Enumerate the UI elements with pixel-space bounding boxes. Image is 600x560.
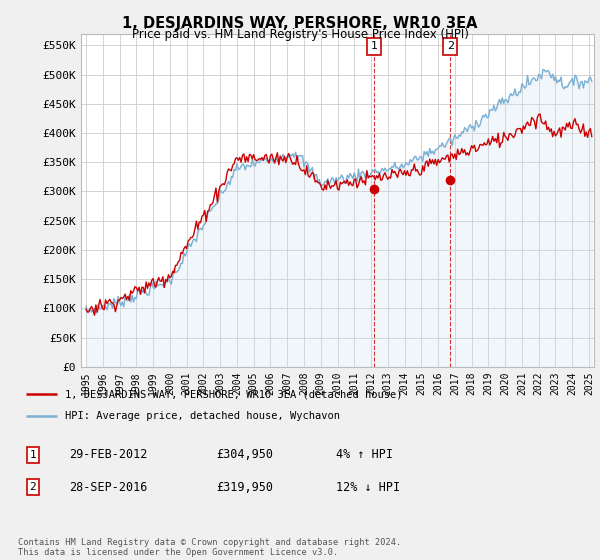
- Text: 29-FEB-2012: 29-FEB-2012: [69, 448, 148, 461]
- Text: HPI: Average price, detached house, Wychavon: HPI: Average price, detached house, Wych…: [65, 411, 340, 421]
- Text: 1, DESJARDINS WAY, PERSHORE, WR10 3EA (detached house): 1, DESJARDINS WAY, PERSHORE, WR10 3EA (d…: [65, 389, 403, 399]
- Text: 1: 1: [29, 450, 37, 460]
- Text: 1: 1: [370, 41, 377, 52]
- Text: Contains HM Land Registry data © Crown copyright and database right 2024.
This d: Contains HM Land Registry data © Crown c…: [18, 538, 401, 557]
- Text: £319,950: £319,950: [216, 480, 273, 494]
- Text: 28-SEP-2016: 28-SEP-2016: [69, 480, 148, 494]
- Text: 12% ↓ HPI: 12% ↓ HPI: [336, 480, 400, 494]
- Text: 4% ↑ HPI: 4% ↑ HPI: [336, 448, 393, 461]
- Text: Price paid vs. HM Land Registry's House Price Index (HPI): Price paid vs. HM Land Registry's House …: [131, 28, 469, 41]
- Text: 1, DESJARDINS WAY, PERSHORE, WR10 3EA: 1, DESJARDINS WAY, PERSHORE, WR10 3EA: [122, 16, 478, 31]
- Text: 2: 2: [447, 41, 454, 52]
- Text: 2: 2: [29, 482, 37, 492]
- Text: £304,950: £304,950: [216, 448, 273, 461]
